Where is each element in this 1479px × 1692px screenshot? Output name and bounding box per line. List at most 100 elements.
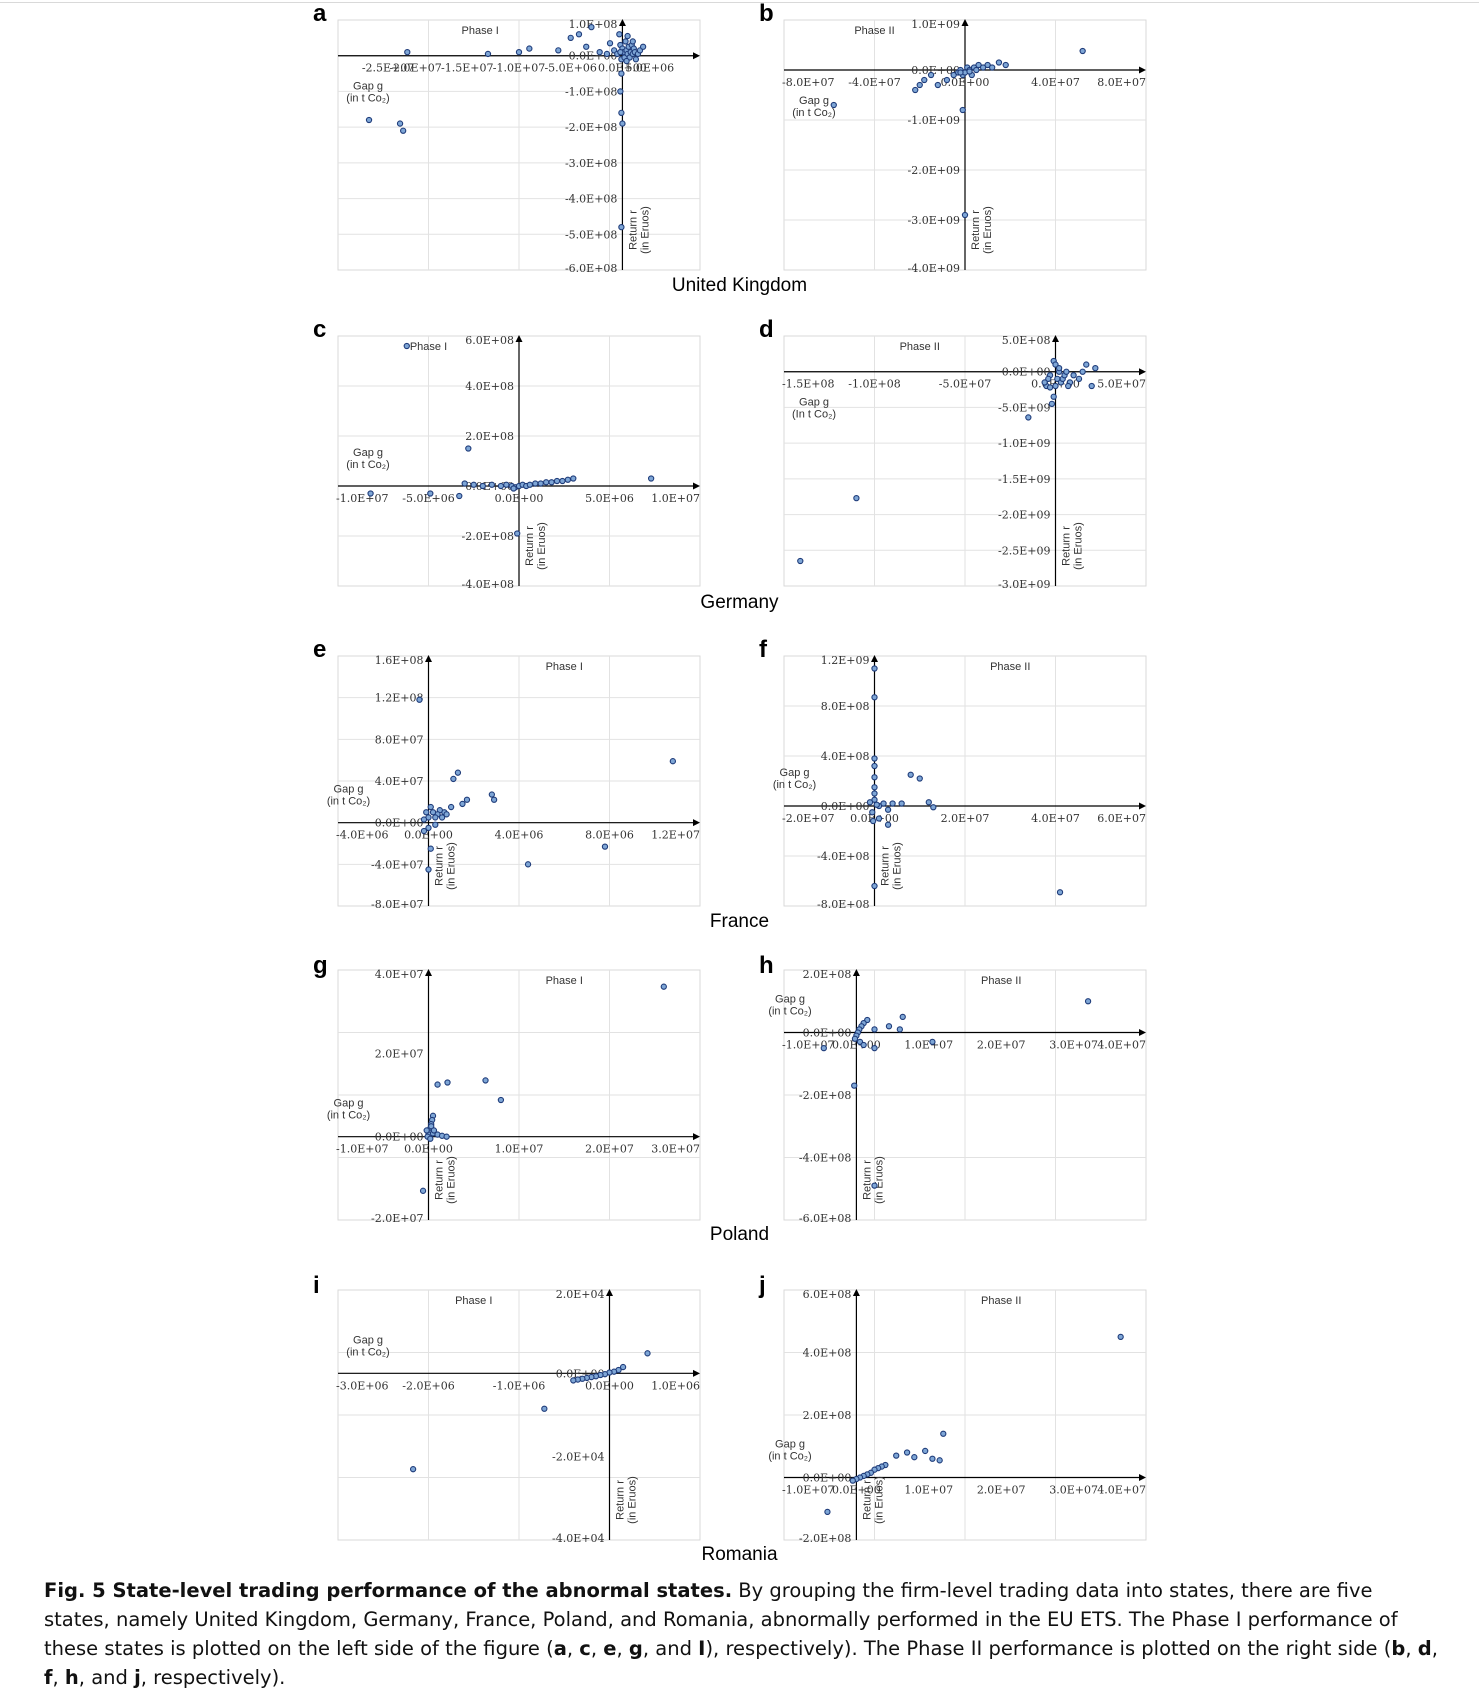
data-point	[567, 34, 574, 42]
y-tick-label: -3.0E+09	[908, 214, 960, 227]
x-axis-arrow	[1139, 1474, 1146, 1481]
data-point	[950, 71, 957, 79]
x-tick-label: 4.0E+07	[1031, 812, 1080, 825]
panel-letter-g: g	[313, 952, 328, 979]
x-axis-arrow	[693, 52, 700, 60]
panel-letter-d: d	[759, 316, 774, 343]
data-point	[367, 490, 374, 497]
data-point	[583, 43, 590, 50]
x-tick-label: 5.0E+06	[625, 62, 674, 75]
scatter-svg-a: -2.5E+07-2.0E+07 -1.5E+07 -1.0E+07 -5.0E+06…	[337, 18, 701, 275]
y-axis-title: Return r	[1061, 526, 1073, 566]
data-point	[596, 48, 603, 56]
y-tick-label: -4.0E+04	[552, 1532, 604, 1545]
data-point	[921, 76, 928, 84]
data-point	[430, 1127, 438, 1134]
data-point	[934, 81, 941, 89]
y-axis-title: Return r	[861, 1160, 873, 1200]
data-point	[575, 31, 583, 38]
y-tick-label: 0.0E+00	[1002, 366, 1051, 379]
y-tick-label: 2.0E+08	[803, 1409, 852, 1422]
data-point	[851, 1082, 858, 1089]
scatter-svg-c: -1.0E+07 -5.0E+06 0.0E+00 5.0E+06 1.0E+07 6.0…	[336, 334, 701, 591]
caption-letter-f: f	[44, 1666, 53, 1689]
y-axis-title: Return r	[880, 846, 892, 886]
phase-label: Phase II	[981, 975, 1021, 987]
y-tick-label: 6.0E+08	[465, 334, 514, 347]
x-axis-title: Gap g	[775, 1439, 805, 1451]
x-tick-label: -5.0E+06	[544, 62, 596, 75]
data-point	[510, 485, 517, 492]
data-point	[503, 481, 510, 488]
x-tick-label: -2.0E+06	[402, 1379, 454, 1392]
caption-title: Fig. 5 State-level trading performance o…	[44, 1579, 733, 1602]
data-point	[514, 530, 521, 537]
data-point	[959, 106, 966, 114]
caption-letter-b: b	[1391, 1637, 1406, 1660]
x-tick-label: 2.0E+07	[977, 1039, 1026, 1052]
x-tick-label: 5.0E+07	[1097, 378, 1146, 391]
y-tick-label: -2.0E+04	[552, 1451, 604, 1464]
y-tick-label: -4.0E+08	[565, 193, 617, 206]
data-point	[524, 861, 532, 868]
y-tick-label: -4.0E+09	[908, 262, 960, 275]
data-point	[1052, 382, 1059, 390]
y-tick-label: -6.0E+08	[565, 262, 617, 275]
chart-panel-a: -2.5E+07 -2.0E+07 -1.5E+07 -1.0E+07 -5.0E+06…	[337, 14, 701, 275]
data-point	[423, 809, 430, 816]
caption-and-1: and	[655, 1637, 692, 1660]
y-axis-title: Return r	[970, 210, 982, 250]
x-axis-arrow	[693, 819, 700, 827]
data-point	[871, 1044, 878, 1052]
y-axis-title: (in Eruos)	[627, 1476, 639, 1524]
data-point	[930, 804, 937, 811]
data-point	[669, 758, 676, 765]
data-point	[927, 71, 935, 79]
x-axis-arrow	[1139, 1029, 1146, 1036]
x-tick-label: -4.0E+06	[336, 829, 388, 842]
scatter-svg-b: -8.0E+07 -4.0E+07 0.0E+00 4.0E+07 8.0E+07 1.0…	[782, 18, 1147, 275]
data-point	[1002, 61, 1009, 69]
x-axis-title: (In t Co₂)	[792, 409, 836, 421]
y-axis-arrow	[606, 1289, 613, 1296]
y-tick-label: 4.0E+08	[465, 380, 514, 393]
data-point	[885, 1023, 893, 1030]
y-tick-label: -4.0E+08	[799, 1152, 851, 1165]
y-tick-label: -1.5E+09	[998, 473, 1050, 486]
data-point	[479, 482, 486, 490]
country-label-france: France	[709, 911, 770, 932]
data-point	[898, 800, 905, 807]
chart-panel-g: -1.0E+07 0.0E+00 1.0E+07 2.0E+07 3.0E+07 4.0E…	[327, 964, 701, 1225]
y-tick-label: -1.0E+09	[908, 114, 960, 127]
data-point	[824, 1508, 831, 1516]
data-point	[647, 475, 655, 482]
data-point	[871, 796, 878, 803]
data-point	[853, 494, 860, 502]
data-point	[443, 1133, 450, 1140]
y-tick-label: 1.2E+08	[375, 692, 424, 705]
data-point	[456, 492, 463, 500]
y-tick-label: 8.0E+07	[375, 733, 424, 746]
y-axis-title: (in Eruos)	[873, 1156, 885, 1204]
data-point	[1046, 384, 1054, 391]
x-tick-label: -8.0E+07	[782, 76, 834, 89]
y-axis-title: Return r	[524, 526, 536, 566]
scatter-svg-d: -1.5E+08 -1.0E+08 -5.0E+07 0.0E+00 5.0E+07 5.…	[782, 334, 1147, 591]
data-point	[871, 665, 878, 672]
data-point	[425, 866, 432, 873]
y-axis-arrow	[852, 1289, 860, 1296]
data-point	[660, 983, 667, 990]
scatter-svg-j: -1.0E+070.0E+00 1.0E+07 2.0E+07 3.0E+07 4.0E…	[768, 1288, 1147, 1545]
data-point	[957, 69, 964, 76]
data-point	[961, 211, 969, 219]
chart-panel-d: -1.5E+08 -1.0E+08 -5.0E+07 0.0E+00 5.0E+07 5.…	[782, 330, 1147, 591]
x-tick-label: 2.0E+07	[977, 1484, 1026, 1497]
panel-letter-e: e	[313, 636, 327, 663]
panel-letter-h: h	[759, 952, 774, 979]
y-tick-label: -2.0E+08	[799, 1089, 851, 1102]
data-point	[444, 1079, 451, 1086]
caption-text-2: respectively). The Phase II performance …	[725, 1637, 1392, 1660]
data-point	[450, 775, 457, 783]
y-tick-label: -2.0E+08	[462, 530, 514, 543]
data-point	[427, 490, 434, 497]
